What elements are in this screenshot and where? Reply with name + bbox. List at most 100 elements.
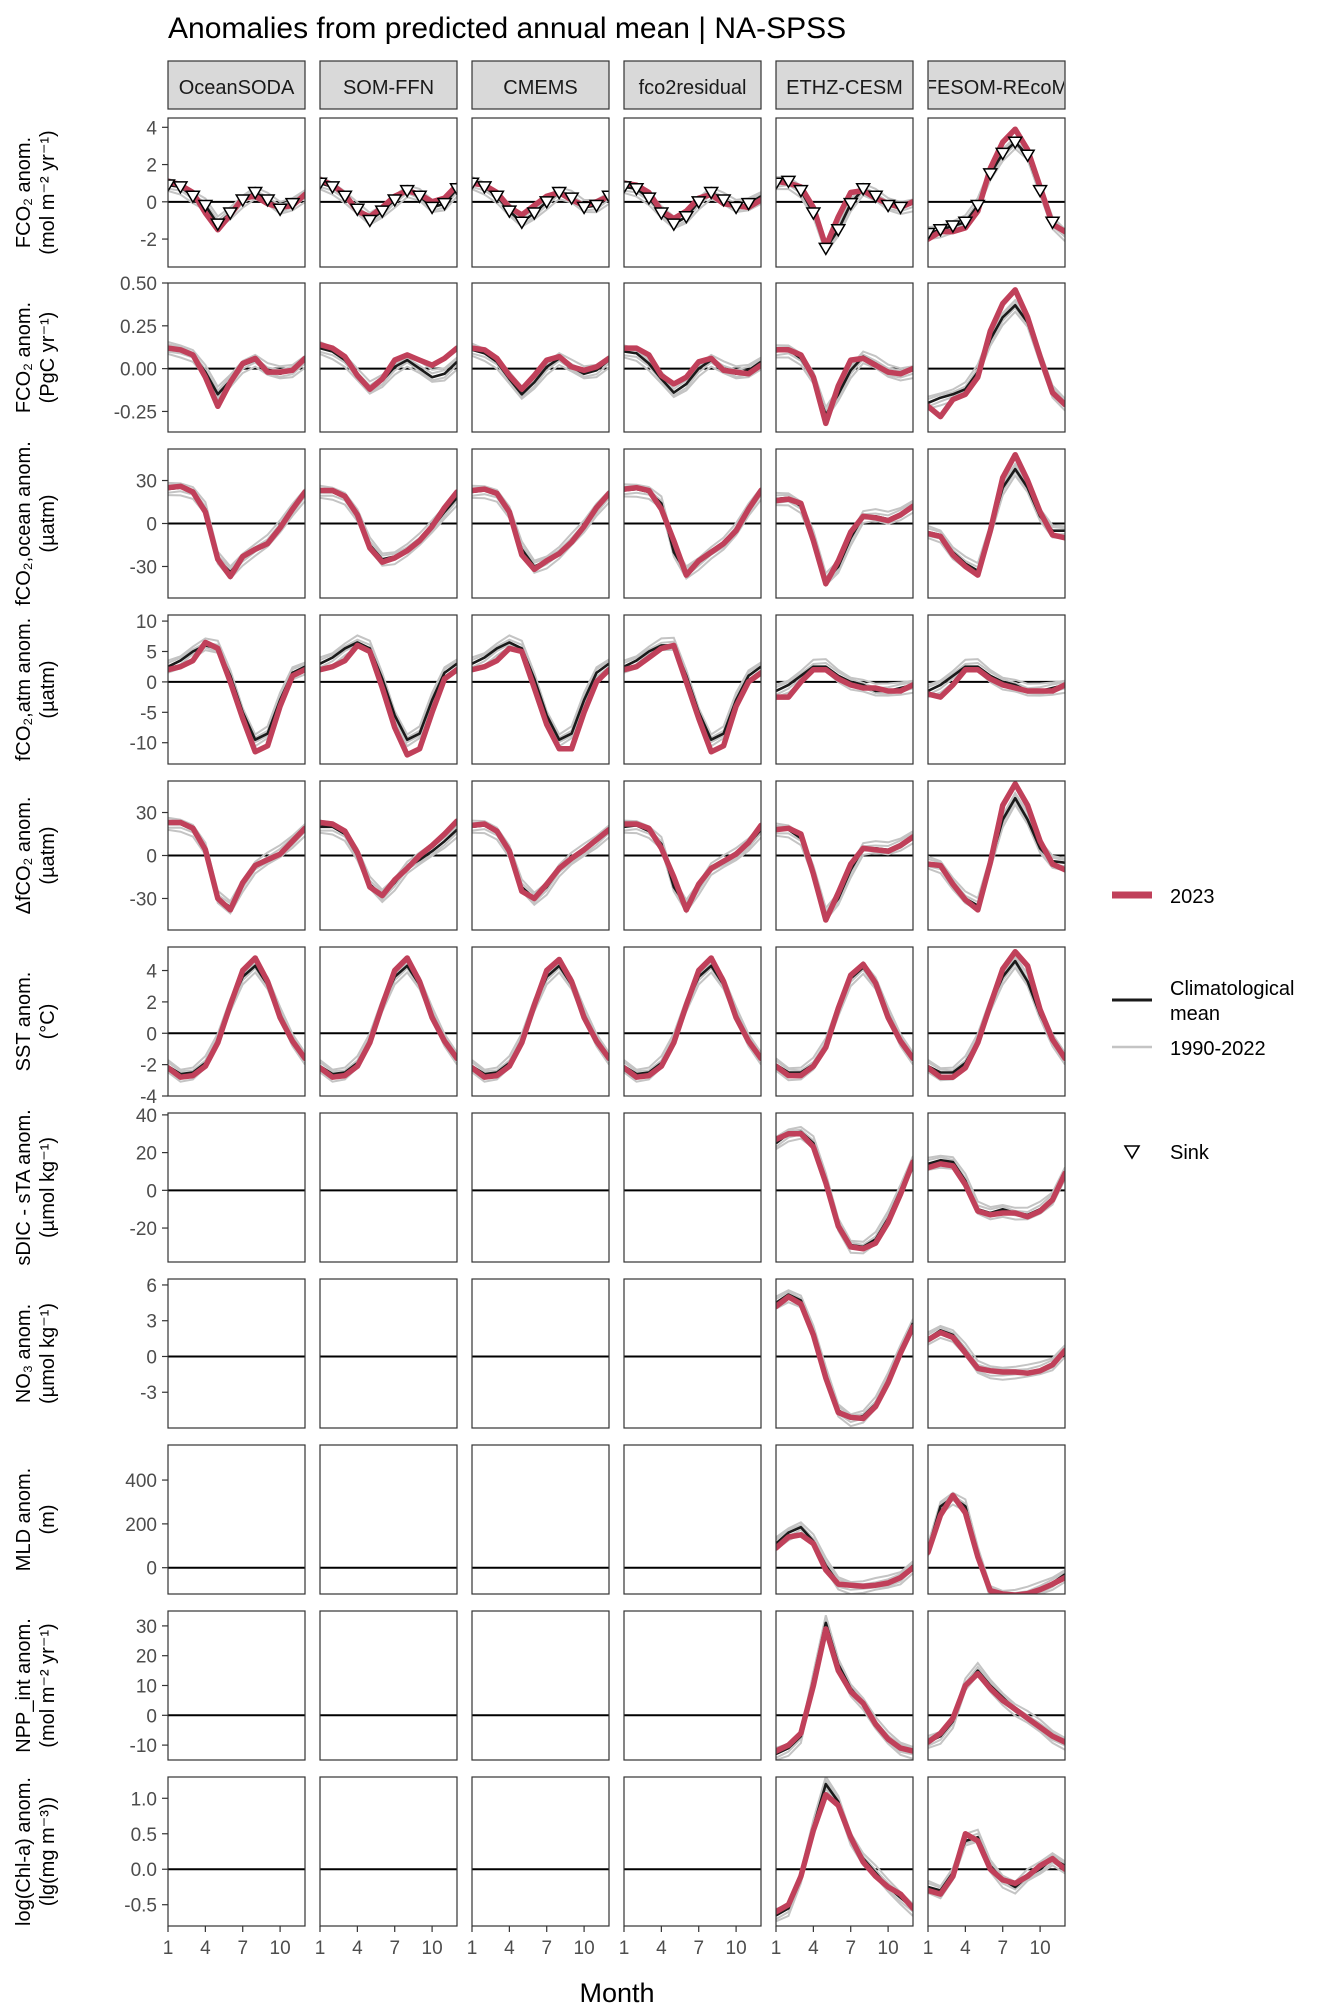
y-tick-label: -2	[140, 1056, 157, 1077]
series-climatological-mean	[320, 641, 457, 742]
panel-border	[927, 1444, 1066, 1595]
series-1990-2022	[320, 350, 457, 394]
sink-marker	[703, 186, 719, 200]
sink-marker	[538, 196, 555, 210]
panel-plot-area	[776, 491, 913, 588]
panel-r7-ethz-cesm	[775, 1112, 914, 1263]
panel-plot-area	[776, 175, 913, 256]
panel-background	[472, 1279, 609, 1428]
sink-marker	[172, 181, 189, 195]
panel-border	[623, 946, 762, 1097]
panel-plot-area	[928, 1324, 1065, 1381]
series-2023	[472, 486, 609, 573]
panel-r8-cmems	[471, 1278, 610, 1429]
facet-panels	[167, 117, 1066, 1927]
y-axis-label-text: ΔfCO₂ anom. (µatm)	[13, 797, 59, 915]
series-2023	[320, 642, 457, 758]
sink-marker	[234, 194, 251, 208]
sink-marker	[374, 205, 391, 219]
panel-border	[775, 1444, 914, 1595]
panel-plot-area	[928, 948, 1065, 1082]
sink-marker	[337, 190, 353, 204]
y-axis-label-row-5: ΔfCO₂ anom. (µatm)	[13, 797, 59, 915]
panel-border	[775, 117, 914, 268]
panel-r5-ethz-cesm	[775, 780, 914, 931]
sink-marker	[957, 216, 974, 230]
panel-r8-fesom-recom	[927, 1278, 1066, 1429]
panel-r1-fesom-recom	[927, 117, 1066, 268]
panel-border	[927, 1776, 1066, 1927]
panel-r9-som-ffn	[319, 1444, 458, 1595]
series-1990-2022	[168, 190, 305, 230]
y-tick-label: 6	[146, 1276, 157, 1297]
series-1990-2022	[320, 831, 457, 904]
y-tick-label: 0	[146, 1347, 157, 1368]
panel-r5-fesom-recom	[927, 780, 1066, 931]
panel-border	[319, 1444, 458, 1595]
series-1990-2022	[472, 484, 609, 562]
sink-marker	[411, 190, 428, 204]
panel-border	[167, 1112, 306, 1263]
sink-marker	[185, 190, 201, 204]
series-1990-2022	[776, 1528, 913, 1591]
panel-border	[775, 1610, 914, 1761]
panel-border	[927, 1610, 1066, 1761]
panel-r8-som-ffn	[319, 1278, 458, 1429]
y-axis-label-row-4: fCO₂,atm anom. (µatm)	[13, 618, 59, 761]
panel-r9-fco2residual	[623, 1444, 762, 1595]
panel-background	[624, 1279, 761, 1428]
y-tick-label: 0.5	[131, 1825, 157, 1846]
panel-border	[927, 780, 1066, 931]
panel-r10-ethz-cesm	[775, 1610, 914, 1761]
panel-r5-som-ffn	[319, 780, 458, 931]
panel-background	[168, 1279, 305, 1428]
strip-label: SOM-FFN	[343, 77, 434, 99]
panel-r4-ethz-cesm	[775, 614, 914, 765]
panel-plot-area	[776, 960, 913, 1082]
x-axis-som-ffn: 1 4 7 10	[315, 1926, 443, 1959]
panel-plot-area	[320, 634, 457, 758]
panel-background	[320, 1777, 457, 1926]
series-1990-2022	[928, 1828, 1065, 1888]
y-tick-label: -4	[140, 1087, 157, 1108]
sink-marker	[805, 207, 822, 221]
panel-background	[320, 1279, 457, 1428]
sink-marker	[728, 201, 744, 215]
sink-marker	[563, 192, 580, 206]
y-tick-label: -10	[130, 734, 157, 755]
sink-marker	[476, 181, 493, 195]
panel-border	[471, 282, 610, 433]
sink-marker	[628, 183, 645, 197]
panel-r1-fco2residual	[623, 117, 762, 268]
panel-border	[471, 448, 610, 599]
panel-r8-fco2residual	[623, 1278, 762, 1429]
series-climatological-mean	[472, 348, 609, 396]
sink-marker	[892, 201, 909, 215]
panel-r1-som-ffn	[319, 117, 458, 268]
panel-border	[319, 1112, 458, 1263]
panel-r6-fesom-recom	[927, 946, 1066, 1097]
sink-marker	[436, 197, 453, 212]
panel-plot-area	[168, 637, 305, 755]
strip-label: ETHZ-CESM	[786, 77, 903, 99]
strip-label: CMEMS	[503, 77, 577, 99]
strip-label: OceanSODA	[179, 77, 295, 99]
sink-marker	[928, 227, 936, 241]
y-tick-label: 0.0	[131, 1860, 157, 1881]
panel-border	[775, 282, 914, 433]
panel-plot-area	[472, 634, 609, 752]
strip-background	[319, 60, 458, 110]
panel-r3-oceansoda	[167, 448, 306, 599]
panel-r9-cmems	[471, 1444, 610, 1595]
y-tick-label: 0	[146, 1024, 157, 1045]
series-2023	[168, 483, 305, 580]
panel-border	[167, 1776, 306, 1927]
panel-plot-area	[320, 484, 457, 567]
panel-r4-cmems	[471, 614, 610, 765]
panel-background	[776, 1445, 913, 1594]
panel-border	[319, 780, 458, 931]
panel-plot-area	[624, 344, 761, 399]
series-1990-2022	[624, 356, 761, 399]
strip-background	[471, 60, 610, 110]
